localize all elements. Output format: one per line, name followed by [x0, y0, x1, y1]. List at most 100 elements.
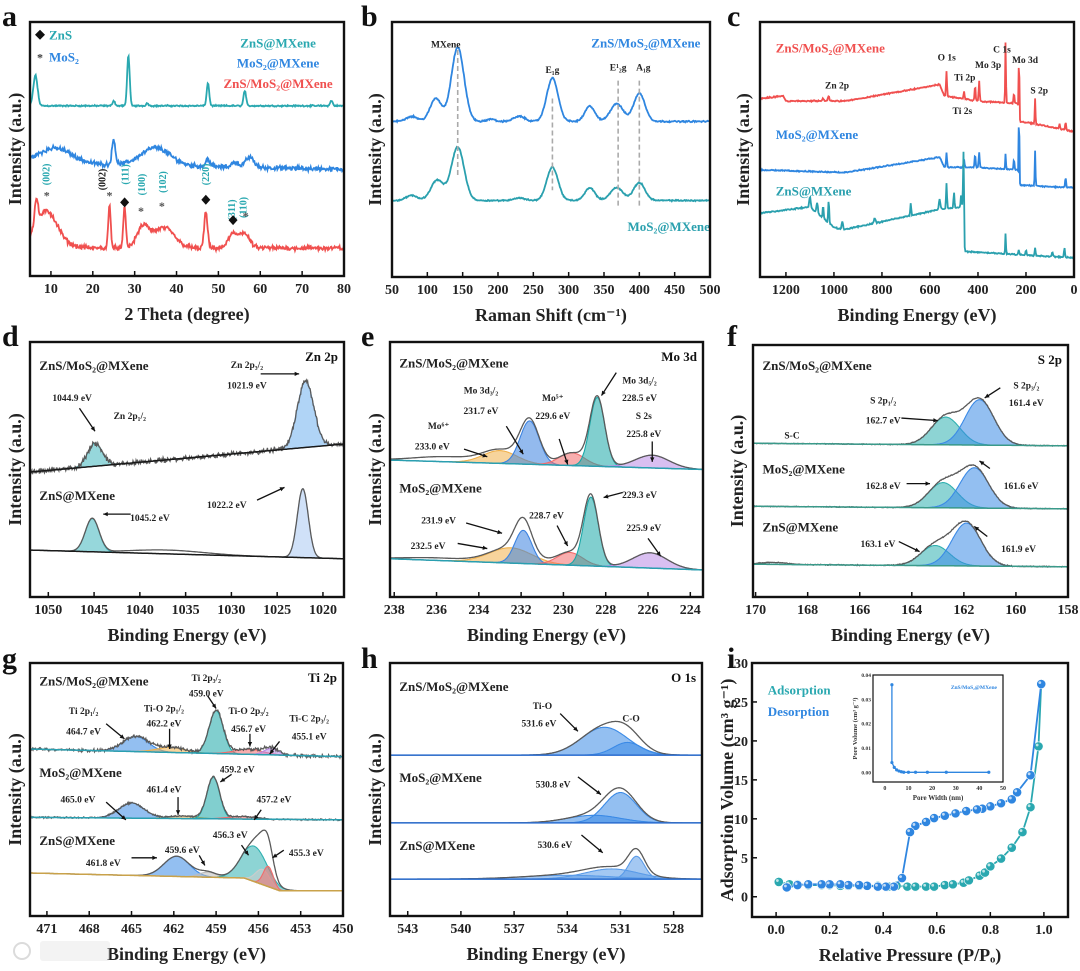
series-line [392, 145, 710, 203]
x-tick-label: 1045 [80, 603, 108, 618]
series-label: MoS₂@MXene [627, 219, 710, 234]
diamond-marker-icon [228, 215, 238, 226]
panel-i: i Adsorption Desorption 0 5 10 15 20 25 30 0 10 20 30… [717, 642, 1070, 966]
x-tick-label: 531 [610, 922, 631, 937]
data-point [773, 877, 784, 887]
peak-annotation: 228.5 eV [622, 394, 657, 404]
panel-b: b ZnS/MoS₂@MXene MoS₂@MXene 50 100 150 200 250 3… [361, 0, 721, 326]
hkl-label: (110) [239, 197, 250, 218]
peak-annotation: Ti-O [533, 702, 552, 712]
point-highlight [883, 883, 886, 887]
point-highlight [963, 808, 967, 812]
y-axis-label: Intensity (a.u.) [365, 93, 386, 206]
arrow-head-icon [596, 790, 601, 795]
peak-annotation: 162.7 eV [866, 417, 901, 427]
spectrum-region-title: O 1s [671, 670, 696, 685]
peak-annotation: 456.7 eV [231, 725, 266, 735]
y-axis-label: Intensity (a.u.) [365, 413, 386, 526]
diamond-marker-icon [201, 194, 211, 205]
point-highlight [845, 882, 849, 886]
series-line [30, 138, 344, 175]
data-point [835, 879, 846, 890]
x-tick-label: 450 [333, 922, 354, 937]
y-tick-label: 20 [734, 735, 748, 750]
peak-annotation: 456.3 eV [213, 831, 248, 841]
arrow-head-icon [167, 744, 172, 750]
inset-frame [872, 674, 1004, 783]
x-tick-label: 0.6 [928, 923, 946, 938]
point-highlight [931, 815, 935, 819]
panel-h: h ZnS/MoS₂@MXene MoS₂@MXene ZnS@MXene 543 540… [361, 642, 704, 965]
point-highlight [864, 883, 868, 886]
plot-frame [750, 661, 1070, 919]
x-tick-label: 456 [248, 922, 269, 937]
inset-point [895, 768, 899, 772]
inset-y-tick: 0.02 [861, 722, 871, 728]
x-tick-label: 540 [450, 922, 471, 937]
inset-x-tick: 10 [905, 786, 911, 792]
x-axis-label: Relative Pressure (P/Pₒ) [819, 945, 1001, 966]
plot-area [390, 720, 702, 880]
diamond-marker-icon [120, 197, 130, 208]
plot-area [390, 395, 703, 571]
arrow-head-icon [563, 541, 568, 546]
y-tick-label: 15 [734, 774, 748, 789]
arrow-head-icon [974, 526, 980, 531]
x-tick-label: 1020 [309, 603, 337, 618]
arrow-head-icon [650, 457, 655, 462]
x-tick-label: 10 [44, 282, 58, 297]
peak-annotation: 462.2 eV [147, 720, 182, 730]
series-label: ZnS/MoS₂@MXene [776, 41, 885, 56]
y-axis-label: Adsorption Volume (cm³ g⁻¹) [717, 679, 738, 902]
peak-annotation: C-O [622, 715, 639, 725]
hkl-label: (002) [97, 169, 108, 191]
point-highlight [966, 877, 969, 881]
asterisk-marker-icon: * [44, 189, 50, 203]
y-tick-label: 30 [734, 657, 748, 672]
plot-area [773, 679, 1047, 893]
arrow-head-icon [254, 814, 259, 820]
arrow-head-icon [220, 777, 226, 782]
data-point [1017, 827, 1028, 837]
peak-annotation: 1022.2 eV [207, 501, 247, 511]
panel-letter: h [361, 642, 378, 675]
arrow-head-icon [603, 494, 609, 499]
x-tick-label: 40 [170, 282, 184, 297]
arrow-head-icon [119, 734, 125, 739]
series-line [30, 488, 344, 560]
raman-mode-label: E₁g [545, 66, 559, 76]
peak-annotation: Mo⁶⁺ [428, 422, 450, 432]
peak-annotation: 461.4 eV [147, 786, 182, 796]
data-point [792, 880, 803, 890]
data-point [972, 804, 982, 815]
arrow-head-icon [103, 511, 108, 517]
point-highlight [1008, 796, 1012, 800]
data-point [947, 879, 958, 890]
series-label: ZnS/MoS₂@MXene [39, 358, 148, 373]
peak-annotation: Zn 2p₁/₂ [114, 412, 147, 422]
peak-annotation: 225.9 eV [626, 524, 661, 534]
y-axis-label: Intensity (a.u.) [5, 413, 26, 526]
arrow-icon [256, 486, 285, 501]
asterisk-marker-icon: * [138, 204, 144, 218]
plot-area [30, 52, 344, 254]
point-highlight [826, 881, 830, 885]
x-tick-label: 0 [1071, 283, 1078, 298]
data-point [1025, 802, 1036, 813]
arrow-head-icon [175, 810, 181, 815]
x-tick-label: 462 [163, 922, 184, 937]
x-tick-label: 0.4 [874, 923, 892, 938]
x-axis-label: Binding Energy (eV) [837, 305, 996, 326]
x-tick-label: 800 [871, 283, 892, 298]
arrow-icon [577, 776, 602, 796]
arrow-head-icon [279, 487, 285, 492]
x-tick-label: 166 [849, 603, 870, 618]
arrow-icon [78, 407, 96, 432]
peak-annotation: 459.6 eV [165, 846, 200, 856]
x-tick-label: 1200 [772, 283, 800, 298]
peak-annotation: Ti 2p₁/₂ [69, 707, 99, 717]
x-tick-label: 1000 [820, 283, 848, 298]
x-tick-label: 60 [253, 282, 267, 297]
raman-mode-label: MXene [431, 41, 461, 51]
x-tick-label: 450 [664, 283, 685, 298]
